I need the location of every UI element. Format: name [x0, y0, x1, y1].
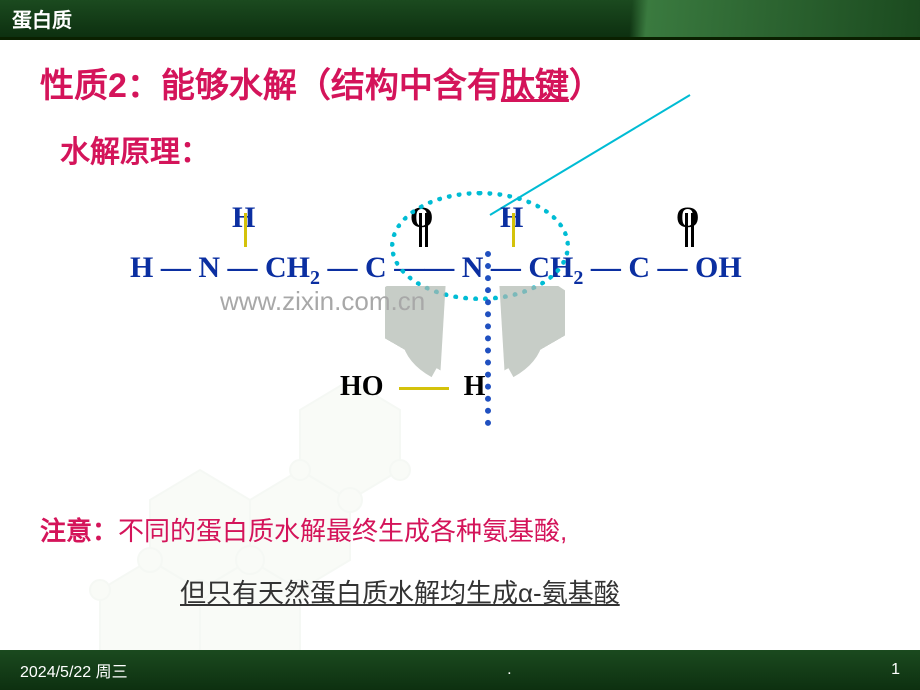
- atom-N2: N: [462, 251, 484, 284]
- note-1: 注意：不同的蛋白质水解最终生成各种氨基酸,: [40, 511, 880, 548]
- bond-5: —: [483, 251, 528, 284]
- bond-6: —: [583, 251, 628, 284]
- property-keyword: 肽键: [501, 67, 569, 105]
- property-suffix: ）: [569, 67, 603, 105]
- atom-OH: OH: [695, 251, 742, 284]
- footer-date: 2024/5/22 周三: [20, 658, 128, 682]
- footer-page: 1: [891, 661, 900, 679]
- atom-N1: N: [198, 251, 220, 284]
- atom-CH2-1: CH: [265, 251, 310, 284]
- atom-HO: HO: [340, 371, 384, 402]
- atom-C2: C: [628, 251, 650, 284]
- note-2: 但只有天然蛋白质水解均生成α-氨基酸: [180, 573, 880, 610]
- property-heading: 性质2：能够水解（结构中含有肽键）: [40, 58, 890, 107]
- bond-1: —: [153, 251, 198, 284]
- principle-label: 水解原理：: [60, 127, 890, 171]
- formula-water: HO H: [340, 371, 485, 403]
- bond-2: —: [220, 251, 265, 284]
- curved-arrow-right: [495, 286, 565, 386]
- atom-H1: H: [130, 251, 153, 284]
- slide-header: 蛋白质: [0, 0, 920, 40]
- bond-7: —: [650, 251, 695, 284]
- atom-CH2-2: CH: [528, 251, 573, 284]
- sub-2: 2: [573, 267, 583, 289]
- note-1-label: 注意：: [40, 516, 118, 546]
- header-accent: [600, 0, 920, 37]
- atom-H-bottom: H: [464, 371, 486, 402]
- footer-center: .: [507, 661, 511, 679]
- slide-footer: 2024/5/22 周三 . 1: [0, 650, 920, 690]
- atom-C1: C: [365, 251, 387, 284]
- formula-main-chain: H — N — CH2 — C —— N — CH2 — C — OH: [130, 251, 742, 290]
- note-1-text: 不同的蛋白质水解最终生成各种氨基酸,: [118, 516, 567, 546]
- bond-4: ——: [387, 251, 462, 284]
- header-title: 蛋白质: [12, 4, 72, 33]
- bond-3: —: [320, 251, 365, 284]
- slide-content: 性质2：能够水解（结构中含有肽键） 水解原理： H O H O H — N — …: [0, 40, 920, 650]
- watermark: www.zixin.com.cn: [220, 286, 425, 317]
- sub-1: 2: [310, 267, 320, 289]
- notes-area: 注意：不同的蛋白质水解最终生成各种氨基酸, 但只有天然蛋白质水解均生成α-氨基酸: [40, 511, 880, 610]
- property-prefix: 性质2：能够水解（结构中含有: [40, 67, 501, 105]
- formula-area: H O H O H — N — CH2 — C —— N — CH2 — C —…: [40, 191, 890, 431]
- water-bond: [399, 387, 449, 390]
